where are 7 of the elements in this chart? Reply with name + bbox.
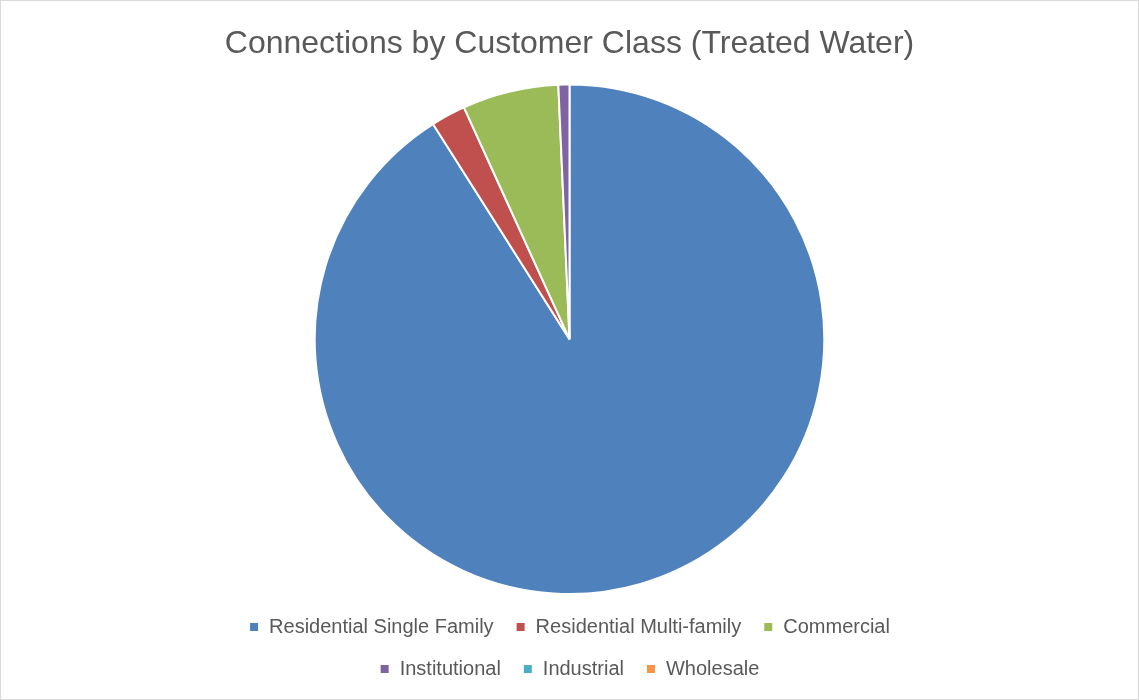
legend-label: Industrial <box>542 656 624 679</box>
legend-label: Residential Single Family <box>269 614 494 637</box>
legend-label: Wholesale <box>665 656 760 679</box>
legend-label: Commercial <box>783 614 890 637</box>
chart-title: Connections by Customer Class (Treated Water) <box>224 24 915 61</box>
legend-label: Residential Multi-family <box>535 614 742 637</box>
legend-label: Institutional <box>399 656 501 679</box>
